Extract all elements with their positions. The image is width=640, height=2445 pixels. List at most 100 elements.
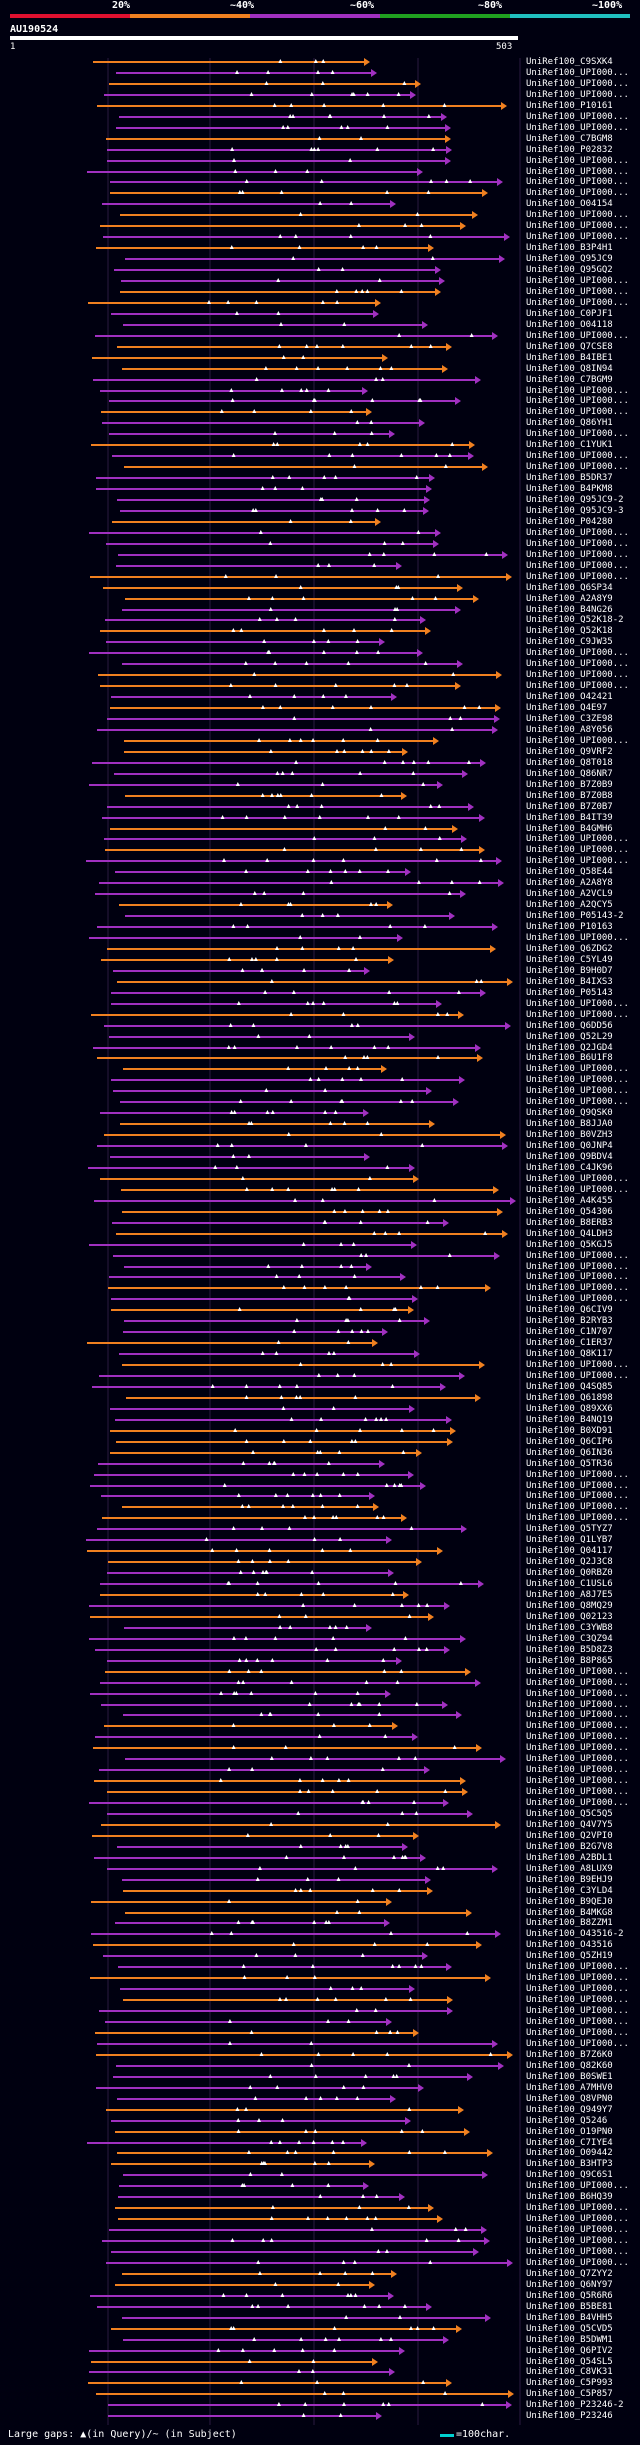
hit-id-link[interactable]: UniRef100_O19PN0 xyxy=(526,2127,613,2137)
hit-row[interactable] xyxy=(120,1985,415,1993)
hit-id-link[interactable]: UniRef100_B7Z6K0 xyxy=(526,2050,613,2060)
hit-row[interactable] xyxy=(118,551,508,559)
hit-row[interactable] xyxy=(106,2259,513,2267)
hit-row[interactable] xyxy=(97,1525,467,1533)
hit-row[interactable] xyxy=(125,792,407,800)
hit-row[interactable] xyxy=(107,1569,394,1577)
hit-id-link[interactable]: UniRef100_A2VCL9 xyxy=(526,889,613,899)
hit-id-link[interactable]: UniRef100_A8J7E5 xyxy=(526,1590,613,1600)
hit-id-link[interactable]: UniRef100_C9SXK4 xyxy=(526,57,613,67)
hit-id-link[interactable]: UniRef100_Q54SL5 xyxy=(526,2357,613,2367)
hit-id-link[interactable]: UniRef100_B5DWM1 xyxy=(526,2335,613,2345)
hit-row[interactable] xyxy=(110,1449,422,1457)
hit-id-link[interactable]: UniRef100_C7IYE4 xyxy=(526,2138,613,2148)
hit-id-link[interactable]: UniRef100_A7MHV0 xyxy=(526,2083,613,2093)
hit-row[interactable] xyxy=(102,814,485,822)
hit-id-link[interactable]: UniRef100_B8JJA0 xyxy=(526,1119,613,1129)
hit-row[interactable] xyxy=(101,1821,501,1829)
hit-id-link[interactable]: UniRef100_Q95JC9-2 xyxy=(526,495,624,505)
hit-row[interactable] xyxy=(96,2051,513,2059)
hit-id-link[interactable]: UniRef100_UPI000... xyxy=(526,561,629,571)
hit-id-link[interactable]: UniRef100_UPI000... xyxy=(526,386,629,396)
hit-row[interactable] xyxy=(89,2347,405,2355)
hit-row[interactable] xyxy=(115,2128,470,2136)
hit-id-link[interactable]: UniRef100_C1YUK1 xyxy=(526,440,613,450)
hit-id-link[interactable]: UniRef100_B4VHH5 xyxy=(526,2313,613,2323)
hit-row[interactable] xyxy=(112,452,474,460)
hit-row[interactable] xyxy=(123,321,428,329)
hit-row[interactable] xyxy=(124,748,408,756)
hit-row[interactable] xyxy=(110,178,503,186)
hit-id-link[interactable]: UniRef100_UPI000... xyxy=(526,2247,629,2257)
hit-row[interactable] xyxy=(107,803,474,811)
hit-id-link[interactable]: UniRef100_UPI000... xyxy=(526,276,629,286)
hit-id-link[interactable]: UniRef100_UPI000... xyxy=(526,79,629,89)
hit-row[interactable] xyxy=(115,868,411,876)
hit-row[interactable] xyxy=(93,1941,482,1949)
hit-row[interactable] xyxy=(95,1646,450,1654)
hit-id-link[interactable]: UniRef100_B0SWE1 xyxy=(526,2072,613,2082)
hit-row[interactable] xyxy=(101,1701,448,1709)
hit-row[interactable] xyxy=(110,1427,456,1435)
hit-id-link[interactable]: UniRef100_Q8IN94 xyxy=(526,364,613,374)
hit-row[interactable] xyxy=(108,1558,422,1566)
hit-row[interactable] xyxy=(117,343,452,351)
hit-id-link[interactable]: UniRef100_C3QZ94 xyxy=(526,1634,613,1644)
hit-row[interactable] xyxy=(111,2160,375,2168)
hit-row[interactable] xyxy=(124,1624,372,1632)
hit-row[interactable] xyxy=(124,1317,430,1325)
hit-id-link[interactable]: UniRef100_Q6ZDG2 xyxy=(526,944,613,954)
hit-id-link[interactable]: UniRef100_Q2VPI0 xyxy=(526,1831,613,1841)
hit-row[interactable] xyxy=(111,693,397,701)
hit-id-link[interactable]: UniRef100_P04280 xyxy=(526,517,613,527)
hit-row[interactable] xyxy=(119,1350,420,1358)
hit-id-link[interactable]: UniRef100_C8VK31 xyxy=(526,2367,613,2377)
hit-id-link[interactable]: UniRef100_B9EHJ9 xyxy=(526,1875,613,1885)
hit-id-link[interactable]: UniRef100_B0XD91 xyxy=(526,1426,613,1436)
hit-row[interactable] xyxy=(112,518,381,526)
hit-row[interactable] xyxy=(111,989,486,997)
hit-row[interactable] xyxy=(117,496,430,504)
hit-row[interactable] xyxy=(110,1153,370,1161)
hit-id-link[interactable]: UniRef100_UPI000... xyxy=(526,1710,629,1720)
hit-id-link[interactable]: UniRef100_Q61898 xyxy=(526,1393,613,1403)
hit-id-link[interactable]: UniRef100_Q7ZYY2 xyxy=(526,2269,613,2279)
hit-id-link[interactable]: UniRef100_A8LUX9 xyxy=(526,1864,613,1874)
hit-id-link[interactable]: UniRef100_B5BE81 xyxy=(526,2302,613,2312)
hit-id-link[interactable]: UniRef100_UPI000... xyxy=(526,1262,629,1272)
hit-id-link[interactable]: UniRef100_C0PJF1 xyxy=(526,309,613,319)
hit-row[interactable] xyxy=(116,1230,508,1238)
hit-id-link[interactable]: UniRef100_B9QEJ0 xyxy=(526,1897,613,1907)
hit-row[interactable] xyxy=(87,2139,367,2147)
hit-row[interactable] xyxy=(107,715,500,723)
hit-id-link[interactable]: UniRef100_Q7CSE8 xyxy=(526,342,613,352)
hit-id-link[interactable]: UniRef100_UPI000... xyxy=(526,550,629,560)
hit-row[interactable] xyxy=(122,2270,397,2278)
hit-row[interactable] xyxy=(123,2171,488,2179)
hit-row[interactable] xyxy=(89,1241,417,1249)
hit-row[interactable] xyxy=(96,244,434,252)
hit-id-link[interactable]: UniRef100_UPI000... xyxy=(526,451,629,461)
hit-id-link[interactable]: UniRef100_P23246 xyxy=(526,2411,613,2421)
hit-row[interactable] xyxy=(89,2368,395,2376)
hit-row[interactable] xyxy=(105,846,485,854)
hit-id-link[interactable]: UniRef100_Q5ZH19 xyxy=(526,1951,613,1961)
hit-id-link[interactable]: UniRef100_UPI000... xyxy=(526,856,629,866)
hit-id-link[interactable]: UniRef100_UPI000... xyxy=(526,1962,629,1972)
hit-row[interactable] xyxy=(96,485,432,493)
hit-row[interactable] xyxy=(92,1832,419,1840)
hit-row[interactable] xyxy=(97,2040,498,2048)
hit-id-link[interactable]: UniRef100_B7Z0B9 xyxy=(526,780,613,790)
hit-row[interactable] xyxy=(94,1777,466,1785)
hit-id-link[interactable]: UniRef100_B4GMH6 xyxy=(526,824,613,834)
hit-row[interactable] xyxy=(116,69,377,77)
hit-id-link[interactable]: UniRef100_B2G7V8 xyxy=(526,1842,613,1852)
hit-id-link[interactable]: UniRef100_UPI000... xyxy=(526,681,629,691)
hit-id-link[interactable]: UniRef100_UPI000... xyxy=(526,1075,629,1085)
hit-id-link[interactable]: UniRef100_Q54306 xyxy=(526,1207,613,1217)
hit-row[interactable] xyxy=(120,1098,459,1106)
hit-id-link[interactable]: UniRef100_B3P4H1 xyxy=(526,243,613,253)
hit-id-link[interactable]: UniRef100_Q4LDH3 xyxy=(526,1229,613,1239)
hit-id-link[interactable]: UniRef100_UPI000... xyxy=(526,188,629,198)
hit-row[interactable] xyxy=(123,1887,433,1895)
